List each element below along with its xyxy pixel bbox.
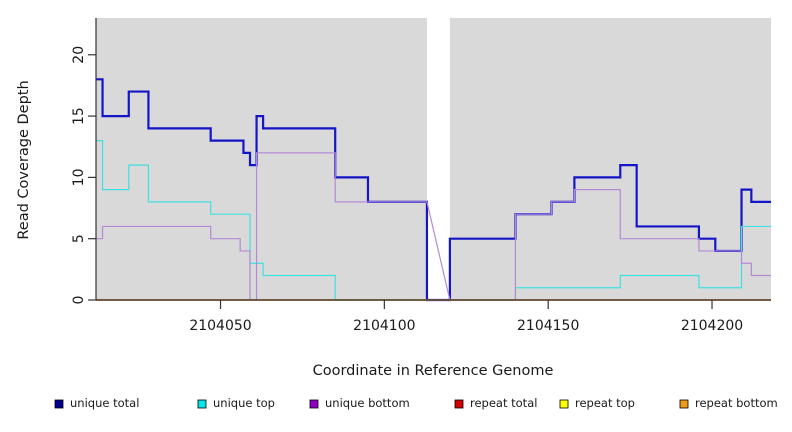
legend-label-repeat-total[interactable]: repeat total: [470, 396, 537, 410]
y-axis-ticks: 0 5 10 15 20: [71, 46, 96, 305]
x-tick-label: 2104150: [517, 318, 579, 334]
series-line-unique-total: [96, 78, 771, 302]
coverage-gap-region: [426, 18, 450, 300]
legend-label-unique-bottom[interactable]: unique bottom: [325, 396, 410, 410]
axes: 0 5 10 15 20 2104050 2104100 2104150 2104200: [71, 18, 771, 334]
legend-swatch-unique-total[interactable]: [54, 399, 64, 409]
legend-label-unique-top[interactable]: unique top: [213, 396, 275, 410]
x-tick-label: 2104100: [353, 318, 415, 334]
legend-label-repeat-bottom[interactable]: repeat bottom: [695, 396, 778, 410]
y-tick-label: 5: [71, 234, 87, 243]
legend-swatch-unique-bottom[interactable]: [309, 399, 319, 409]
y-axis-label: Read Coverage Depth: [16, 80, 32, 239]
legend-swatch-repeat-total[interactable]: [454, 399, 464, 409]
legend-label-repeat-top[interactable]: repeat top: [575, 396, 635, 410]
y-tick-label: 15: [71, 107, 87, 125]
legend-swatch-unique-top[interactable]: [197, 399, 207, 409]
plot-panel: [96, 18, 771, 300]
x-axis-ticks: 2104050 2104100 2104150 2104200: [189, 300, 743, 334]
legend-swatch-repeat-bottom[interactable]: [679, 399, 689, 409]
legend-swatch-repeat-top[interactable]: [559, 399, 569, 409]
y-tick-label: 20: [71, 46, 87, 64]
series-line-unique-top: [96, 140, 771, 301]
chart-legend: unique total unique top unique bottom repea…: [54, 396, 778, 410]
x-tick-label: 2104050: [189, 318, 251, 334]
y-tick-label: 0: [71, 296, 87, 305]
y-tick-label: 10: [71, 168, 87, 186]
x-axis-label: Coordinate in Reference Genome: [313, 363, 554, 379]
x-tick-label: 2104200: [681, 318, 743, 334]
legend-label-unique-total[interactable]: unique total: [70, 396, 139, 410]
gap-rect: [426, 18, 450, 300]
